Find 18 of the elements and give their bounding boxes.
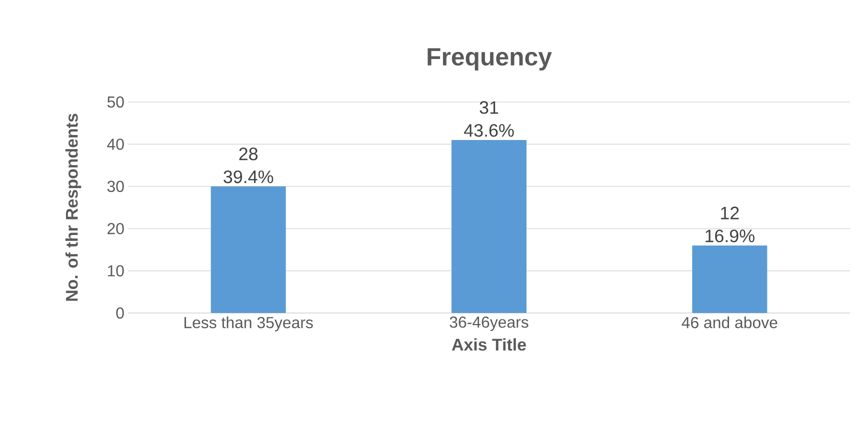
bar <box>692 245 768 313</box>
y-tick-label: 20 <box>108 222 124 234</box>
x-axis-title: Axis Title <box>452 338 526 351</box>
chart-title: Frequency <box>428 48 552 71</box>
x-tick-label: 36-46years <box>450 316 528 331</box>
annotation: 28 39.4% <box>224 148 274 184</box>
y-tick-label: 40 <box>107 138 124 150</box>
x-tick-label: 46 and above <box>682 316 778 328</box>
y-tick-label: 30 <box>107 180 124 192</box>
annotation: 12 16.9% <box>706 206 754 242</box>
bar <box>210 186 286 313</box>
x-tick-label: Less than 35years <box>184 316 313 332</box>
y-tick-label: 50 <box>107 96 124 108</box>
bar <box>452 140 527 313</box>
y-tick-label: 0 <box>116 307 124 319</box>
y-axis-title: No. of thr Respondents <box>65 114 82 301</box>
y-tick-label: 10 <box>108 265 124 276</box>
annotation: 31 43.6% <box>464 101 514 137</box>
